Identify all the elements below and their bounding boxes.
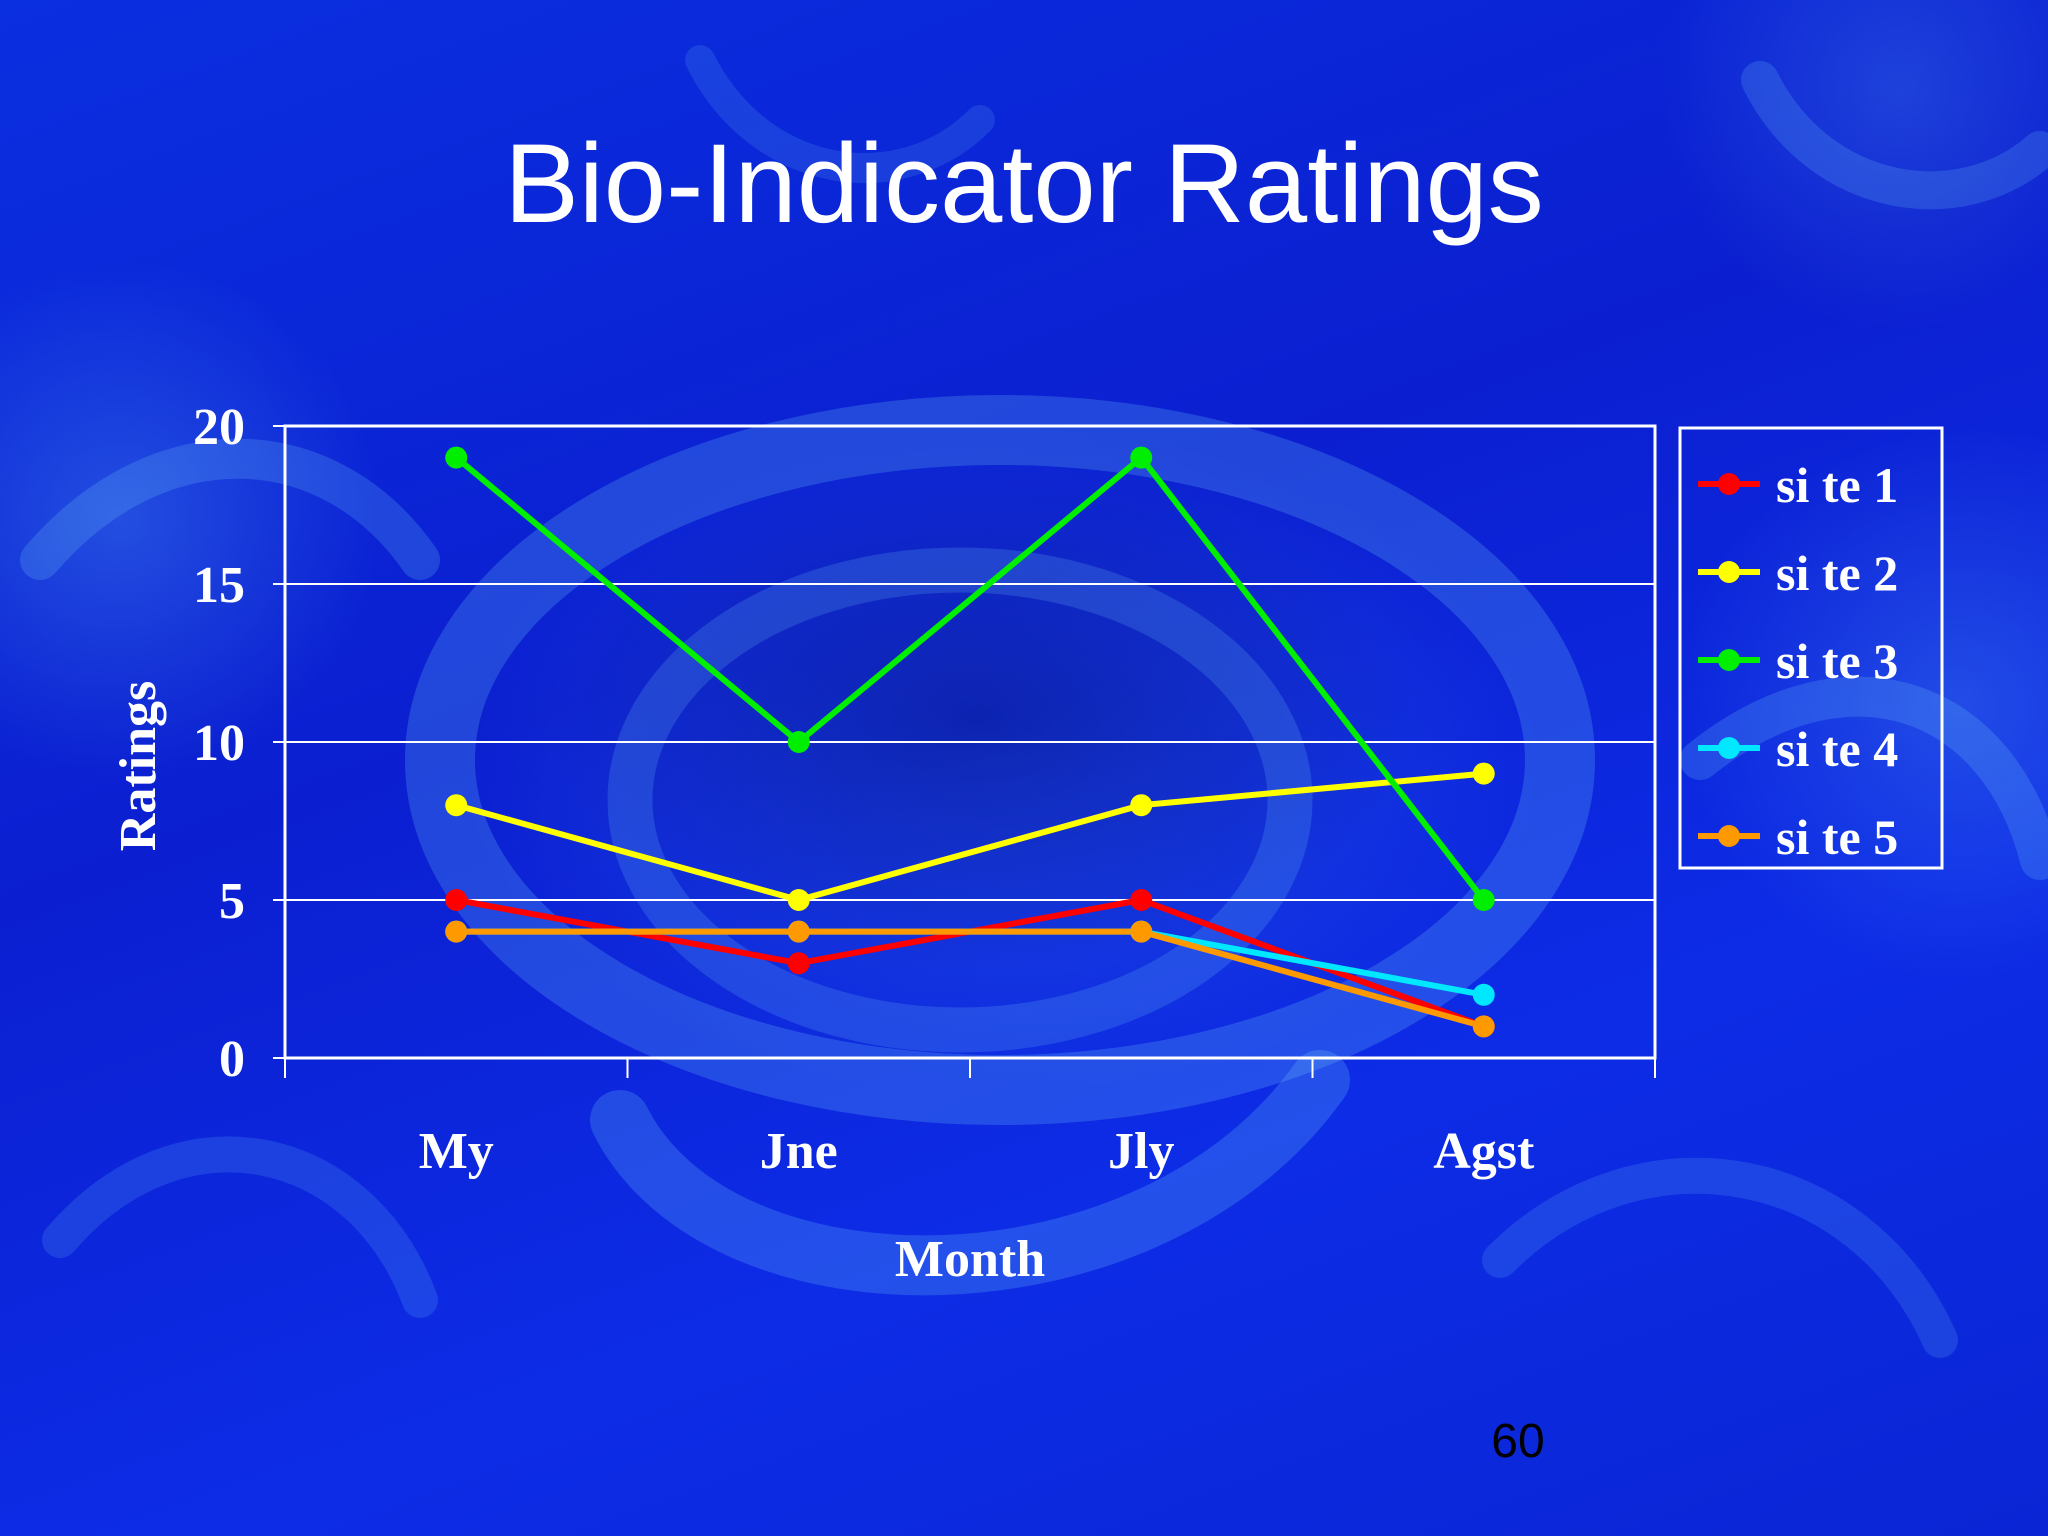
data-point-series-5 bbox=[1472, 1015, 1495, 1038]
x-tick-label: Agst bbox=[1433, 1123, 1535, 1180]
legend-label: si te 1 bbox=[1776, 457, 1898, 513]
data-point-series-5 bbox=[1130, 920, 1153, 943]
series-points bbox=[445, 446, 1495, 1038]
y-tick-label: 5 bbox=[219, 873, 245, 930]
x-axis-title: Month bbox=[895, 1231, 1045, 1288]
legend-label: si te 2 bbox=[1776, 545, 1898, 601]
data-point-series-5 bbox=[445, 920, 468, 943]
legend-swatch-marker bbox=[1718, 561, 1740, 583]
y-tick-label: 15 bbox=[193, 557, 245, 614]
series-line-3 bbox=[454, 454, 1487, 902]
legend-frame bbox=[1678, 426, 1944, 870]
legend-swatch-marker bbox=[1718, 825, 1740, 847]
plot-area: 0 5 10 15 20 My Jne Jly Agst bbox=[193, 399, 1657, 1180]
gridlines bbox=[273, 425, 1655, 1059]
data-point-series-1 bbox=[1130, 889, 1153, 911]
legend-swatch-marker bbox=[1718, 649, 1740, 671]
series-line-2 bbox=[455, 770, 1485, 903]
y-tick-label: 10 bbox=[193, 715, 245, 772]
legend-swatch-marker bbox=[1718, 473, 1740, 495]
series-line-5 bbox=[456, 928, 1485, 1030]
x-tick-label: Jly bbox=[1108, 1123, 1174, 1180]
data-point-series-2 bbox=[1130, 794, 1153, 817]
page-number: 60 bbox=[1491, 1415, 1545, 1468]
data-point-series-1 bbox=[787, 952, 810, 975]
legend-label: si te 3 bbox=[1776, 633, 1898, 689]
data-point-series-2 bbox=[1472, 762, 1495, 785]
x-axis-ticks bbox=[284, 1058, 1656, 1078]
data-point-series-2 bbox=[787, 889, 810, 911]
legend-label: si te 5 bbox=[1776, 809, 1898, 865]
legend-label: si te 4 bbox=[1776, 721, 1898, 777]
data-point-series-3 bbox=[1472, 889, 1495, 911]
legend-swatch-marker bbox=[1718, 737, 1740, 759]
data-point-series-1 bbox=[445, 889, 468, 911]
data-point-series-3 bbox=[1130, 446, 1153, 469]
legend-items: si te 1 si te 2 si te 3 si te 4 si te 5 bbox=[1698, 457, 1898, 865]
x-tick-label: My bbox=[419, 1123, 494, 1180]
data-point-series-4 bbox=[1472, 983, 1495, 1006]
y-tick-label: 20 bbox=[193, 399, 245, 456]
series-lines bbox=[454, 454, 1487, 1030]
data-point-series-2 bbox=[445, 794, 468, 817]
x-axis-tick-labels: My Jne Jly Agst bbox=[419, 1123, 1535, 1180]
slide-title: Bio-Indicator Ratings bbox=[504, 121, 1544, 246]
x-tick-label: Jne bbox=[760, 1123, 838, 1180]
y-axis-tick-labels: 0 5 10 15 20 bbox=[193, 399, 245, 1088]
data-point-series-3 bbox=[445, 446, 468, 469]
data-point-series-3 bbox=[787, 731, 810, 753]
series-line-1 bbox=[455, 897, 1485, 1030]
legend: si te 1 si te 2 si te 3 si te 4 si te 5 bbox=[1678, 426, 1944, 870]
y-axis-title: Ratings bbox=[110, 681, 167, 851]
data-point-series-5 bbox=[787, 920, 810, 943]
y-tick-label: 0 bbox=[219, 1031, 245, 1088]
